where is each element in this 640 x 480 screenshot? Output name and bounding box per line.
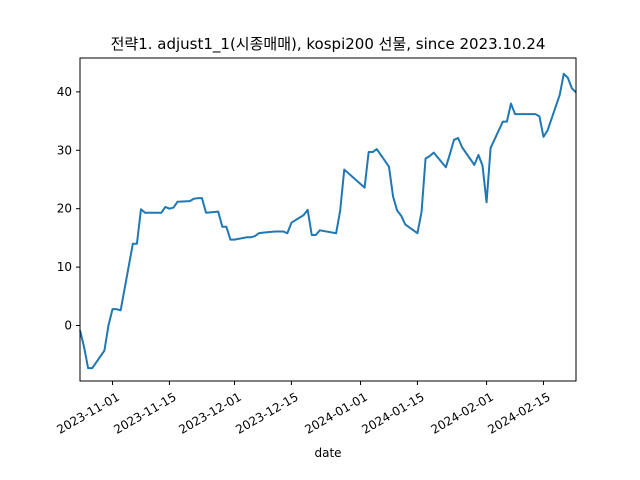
data-point — [481, 164, 483, 166]
data-point — [83, 346, 85, 348]
data-point — [567, 77, 569, 79]
data-point — [343, 169, 345, 171]
data-point — [201, 197, 203, 199]
plot-background — [80, 58, 576, 381]
data-point — [372, 151, 374, 153]
data-point — [221, 226, 223, 228]
y-tick-label: 30 — [57, 143, 72, 157]
data-point — [563, 73, 565, 75]
chart-title: 전략1. adjust1_1(시종매매), kospi200 선물, since… — [111, 35, 546, 54]
data-point — [538, 115, 540, 117]
data-point — [262, 232, 264, 234]
data-point — [461, 146, 463, 148]
data-point — [274, 230, 276, 232]
data-point — [571, 87, 573, 89]
data-point — [449, 153, 451, 155]
data-point — [400, 215, 402, 217]
data-point — [396, 209, 398, 211]
data-point — [307, 209, 309, 211]
data-point — [225, 226, 227, 228]
data-point — [510, 103, 512, 105]
data-point — [547, 129, 549, 131]
data-point — [160, 212, 162, 214]
data-point — [339, 209, 341, 211]
x-axis-label: date — [314, 446, 341, 460]
data-point — [250, 236, 252, 238]
data-point — [254, 235, 256, 237]
data-point — [303, 214, 305, 216]
y-tick-label: 40 — [57, 85, 72, 99]
data-point — [311, 234, 313, 236]
data-point — [168, 208, 170, 210]
data-point — [486, 201, 488, 203]
data-point — [286, 232, 288, 234]
data-point — [233, 239, 235, 241]
data-point — [421, 211, 423, 213]
data-point — [193, 198, 195, 200]
data-point — [148, 212, 150, 214]
data-point — [177, 201, 179, 203]
data-point — [433, 152, 435, 154]
plot-area — [79, 57, 577, 382]
data-point — [205, 212, 207, 214]
data-point — [136, 243, 138, 245]
data-point — [335, 232, 337, 234]
data-point — [502, 121, 504, 123]
data-point — [229, 239, 231, 241]
y-tick-label: 0 — [64, 319, 72, 333]
y-axis: 0 10 20 30 40 — [57, 85, 80, 333]
data-point — [107, 325, 109, 327]
data-point — [112, 308, 114, 310]
data-point — [388, 166, 390, 168]
data-point — [116, 308, 118, 310]
data-point — [559, 94, 561, 96]
data-point — [197, 197, 199, 199]
data-point — [534, 113, 536, 115]
y-tick-label: 10 — [57, 260, 72, 274]
data-point — [416, 232, 418, 234]
data-point — [490, 147, 492, 149]
data-point — [246, 236, 248, 238]
data-point — [429, 155, 431, 157]
data-point — [132, 243, 134, 245]
series-line — [79, 72, 577, 370]
data-point — [217, 211, 219, 213]
data-point — [506, 121, 508, 123]
data-point — [315, 234, 317, 236]
data-point — [453, 139, 455, 141]
data-point — [189, 200, 191, 202]
data-point — [514, 113, 516, 115]
data-point — [87, 367, 89, 369]
data-point — [445, 166, 447, 168]
y-tick-label: 20 — [57, 202, 72, 216]
data-point — [103, 350, 105, 352]
data-point — [258, 232, 260, 234]
data-point — [319, 229, 321, 231]
data-point — [173, 207, 175, 209]
data-point — [392, 195, 394, 197]
data-point — [120, 309, 122, 311]
data-point — [164, 206, 166, 208]
data-point — [368, 151, 370, 153]
data-point — [477, 154, 479, 156]
data-point — [91, 367, 93, 369]
data-point — [140, 208, 142, 210]
data-point — [457, 137, 459, 139]
data-point — [290, 222, 292, 224]
data-point — [282, 230, 284, 232]
plot-frame — [79, 57, 577, 382]
data-point — [404, 223, 406, 225]
data-point — [425, 157, 427, 159]
data-point — [542, 136, 544, 138]
data-point — [473, 164, 475, 166]
data-point — [278, 230, 280, 232]
data-point — [364, 187, 366, 189]
data-point — [144, 212, 146, 214]
data-point — [376, 148, 378, 150]
